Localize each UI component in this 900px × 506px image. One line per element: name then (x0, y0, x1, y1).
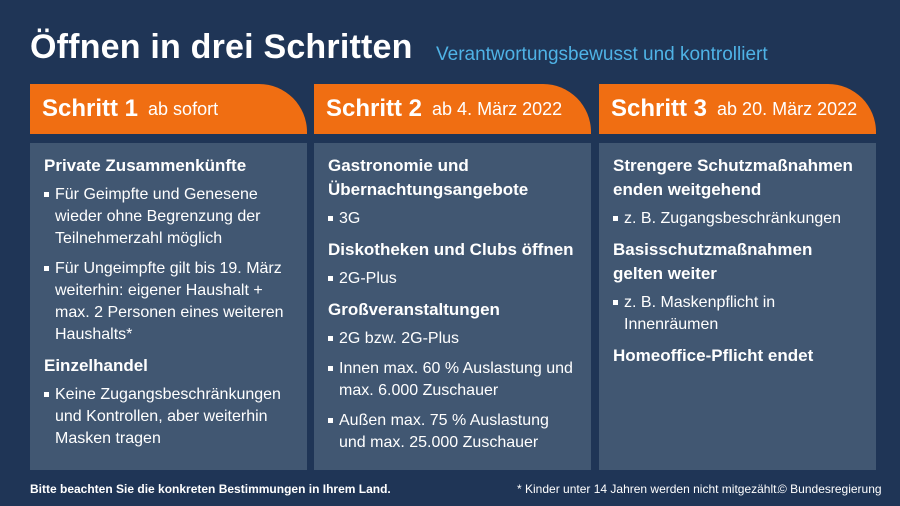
step-1-card: Private Zusammenkünfte Für Geimpfte und … (30, 143, 307, 470)
step-label: Schritt 3 (611, 95, 708, 122)
step-date: ab sofort (148, 98, 219, 119)
footnote: * Kinder unter 14 Jahren werden nicht mi… (517, 482, 780, 496)
list-item: 2G bzw. 2G-Plus (328, 328, 579, 350)
step-date: ab 20. März 2022 (717, 98, 858, 119)
list-item: Keine Zugangsbeschränkungen und Kontroll… (44, 384, 295, 450)
list-item: 3G (328, 208, 579, 230)
step-2-card: Gastronomie und Übernachtungsangebote 3G… (314, 143, 591, 470)
copyright: © Bundesregierung (778, 482, 882, 496)
footer-notice: Bitte beachten Sie die konkreten Bestimm… (30, 482, 391, 496)
list-item: Außen max. 75 % Auslastung und max. 25.0… (328, 410, 579, 454)
step-3-column: Schritt 3 ab 20. März 2022 Strengere Sch… (599, 84, 876, 470)
list-item: z. B. Zugangsbeschränkungen (613, 208, 864, 230)
list-item: Innen max. 60 % Auslastung und max. 6.00… (328, 358, 579, 402)
section-heading: Homeoffice-Pflicht endet (613, 346, 814, 365)
step-date: ab 4. März 2022 (432, 98, 563, 119)
list-item: Für Ungeimpfte gilt bis 19. März weiterh… (44, 258, 295, 346)
list-item: 2G-Plus (328, 268, 579, 290)
step-3-tab: Schritt 3 ab 20. März 2022 (599, 84, 876, 134)
section-heading: Basisschutzmaßnahmen gelten weiter (613, 240, 813, 283)
section-heading: Strengere Schutzmaßnahmen enden weitgehe… (613, 156, 853, 199)
step-3-card: Strengere Schutzmaßnahmen enden weitgehe… (599, 143, 876, 470)
list-item: Für Geimpfte und Genesene wieder ohne Be… (44, 184, 295, 250)
step-label: Schritt 2 (326, 95, 423, 122)
step-2-column: Schritt 2 ab 4. März 2022 Gastronomie un… (314, 84, 591, 470)
page-subtitle: Verantwortungsbewusst und kontrolliert (436, 44, 768, 65)
section-heading: Einzelhandel (44, 356, 148, 375)
page-title: Öffnen in drei Schritten (30, 28, 413, 66)
list-item: z. B. Maskenpflicht in Innenräumen (613, 292, 864, 336)
section-heading: Diskotheken und Clubs öffnen (328, 240, 574, 259)
step-1-tab: Schritt 1 ab sofort (30, 84, 307, 134)
section-heading: Private Zusammenkünfte (44, 156, 247, 175)
step-2-tab: Schritt 2 ab 4. März 2022 (314, 84, 591, 134)
section-heading: Großveranstaltungen (328, 300, 500, 319)
step-1-column: Schritt 1 ab sofort Private Zusammenkünf… (30, 84, 307, 470)
step-label: Schritt 1 (42, 95, 139, 122)
section-heading: Gastronomie und Übernachtungsangebote (328, 156, 529, 199)
